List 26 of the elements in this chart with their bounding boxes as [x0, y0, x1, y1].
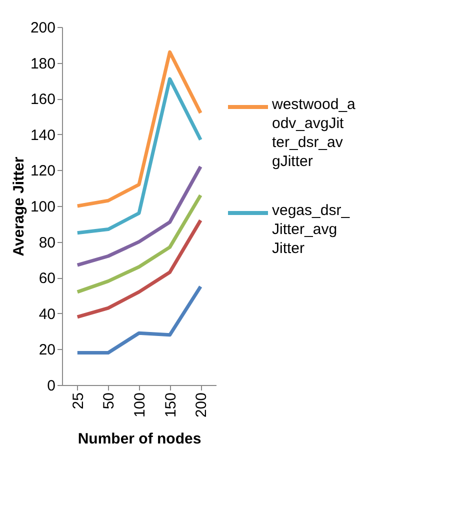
x-tick-label: 100: [132, 392, 148, 418]
line-series: [76, 164, 202, 267]
x-tick-label: 50: [100, 392, 118, 410]
x-tick-label: 200: [193, 392, 210, 418]
x-tick-label: 150: [162, 392, 180, 418]
line-series: [76, 284, 202, 355]
y-tick-label: 120: [30, 162, 56, 180]
y-tick-label: 20: [38, 342, 56, 359]
line-series: [76, 218, 202, 319]
line-series: [76, 50, 202, 208]
x-axis-title: Number of nodes: [78, 430, 202, 448]
y-tick-label: 0: [47, 378, 56, 394]
legend-label: westwood_aodv_avgJitter_dsr_avgJitter: [271, 96, 356, 170]
y-tick-label: 80: [38, 234, 56, 252]
y-tick-label: 180: [30, 55, 56, 72]
legend-label: vegas_dsr_Jitter_avgJitter: [272, 202, 350, 257]
y-tick-label: 60: [38, 270, 56, 288]
line-series: [76, 194, 202, 294]
y-tick-label: 140: [30, 126, 56, 144]
y-tick-label: 40: [38, 306, 56, 323]
y-tick-label: 200: [30, 20, 56, 36]
y-axis-title: Average Jitter: [10, 156, 28, 256]
x-tick-label: 25: [70, 392, 87, 410]
y-tick-label: 100: [30, 198, 56, 216]
line-series: [76, 77, 202, 235]
y-tick-label: 160: [30, 91, 56, 108]
